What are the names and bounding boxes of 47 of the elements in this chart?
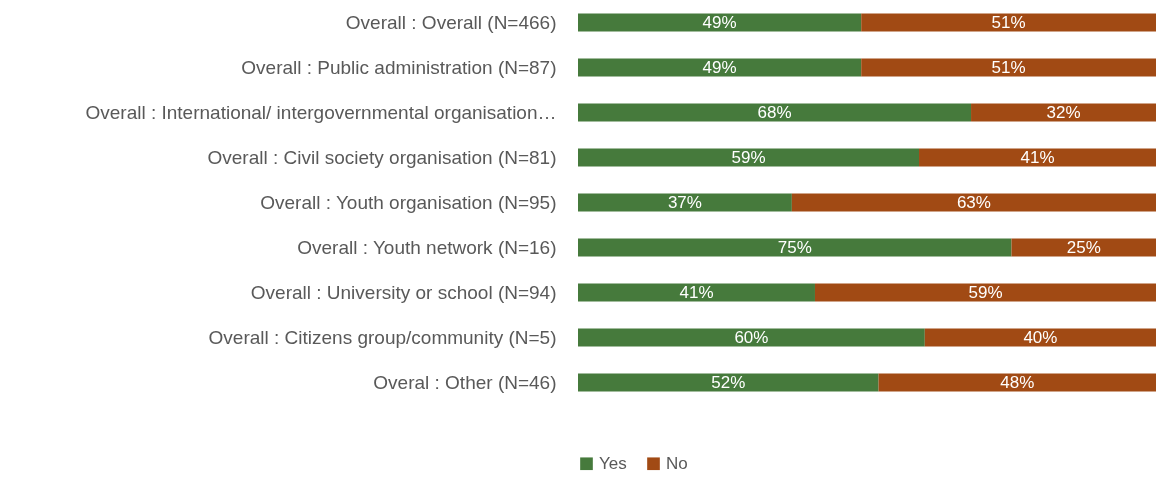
- data-label: 68%: [757, 102, 792, 122]
- bar: [861, 13, 1156, 32]
- bar: [578, 283, 815, 302]
- data-label: 25%: [1066, 237, 1101, 257]
- legend-label: Yes: [599, 453, 627, 473]
- bar: [971, 103, 1156, 122]
- data-label: 63%: [956, 192, 991, 212]
- bar: [924, 328, 1156, 347]
- data-label: 37%: [667, 192, 702, 212]
- bar: [578, 238, 1012, 257]
- bar: [578, 373, 879, 392]
- y-tick-label: Overall : University or school (N=94): [250, 281, 557, 303]
- data-label: 51%: [991, 57, 1026, 77]
- bar: [814, 283, 1156, 302]
- y-tick-label: Overall : Citizens group/community (N=5): [208, 326, 557, 348]
- data-label: 60%: [734, 327, 769, 347]
- data-label: 51%: [991, 12, 1026, 32]
- y-tick-label: Overall : Youth network (N=16): [297, 236, 557, 258]
- y-tick-label: Overal : Other (N=46): [373, 371, 557, 393]
- bar: [578, 148, 920, 167]
- data-label: 59%: [968, 282, 1003, 302]
- data-label: 59%: [731, 147, 766, 167]
- y-tick-label: Overall : Civil society organisation (N=81): [207, 146, 557, 168]
- bar: [919, 148, 1156, 167]
- data-label: 41%: [679, 282, 714, 302]
- y-tick-label: Overall : International/ intergovernmental organisation…: [85, 101, 557, 123]
- data-label: 41%: [1020, 147, 1055, 167]
- y-tick-label: Overall : Youth organisation (N=95): [260, 191, 557, 213]
- data-label: 48%: [1000, 372, 1035, 392]
- bar: [791, 193, 1156, 212]
- data-label: 40%: [1023, 327, 1058, 347]
- data-label: 75%: [777, 237, 812, 257]
- data-label: 49%: [702, 12, 737, 32]
- y-tick-label: Overall : Overall (N=466): [345, 11, 557, 33]
- data-label: 52%: [711, 372, 746, 392]
- data-label: 32%: [1046, 102, 1081, 122]
- bar: [578, 58, 862, 77]
- bar: [578, 328, 925, 347]
- bar: [578, 193, 792, 212]
- legend-label: No: [666, 453, 688, 473]
- bar: [578, 13, 862, 32]
- bar: [861, 58, 1156, 77]
- data-label: 49%: [702, 57, 737, 77]
- bar: [578, 103, 972, 122]
- bar: [1011, 238, 1156, 257]
- y-tick-label: Overall : Public administration (N=87): [241, 56, 557, 78]
- bar: [878, 373, 1156, 392]
